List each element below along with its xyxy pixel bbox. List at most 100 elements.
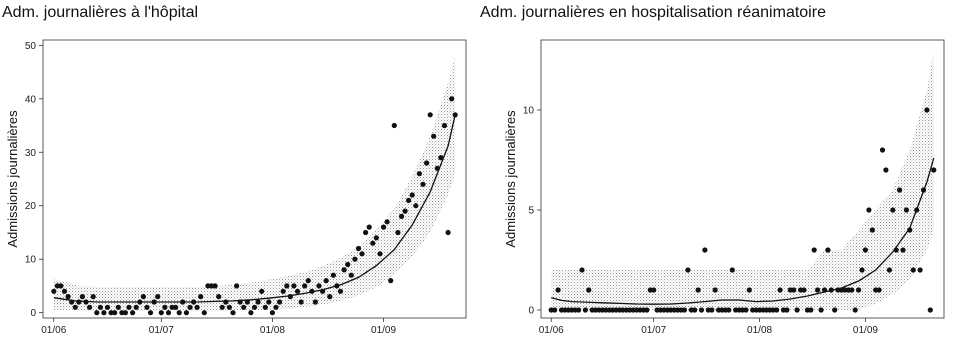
data-point [825, 247, 831, 253]
data-point [927, 307, 933, 313]
chart-panel-icu: Adm. journalières en hospitalisation réa… [478, 0, 955, 345]
data-point [151, 299, 157, 305]
data-point [746, 287, 752, 293]
data-point [112, 310, 118, 316]
data-point [709, 307, 715, 313]
data-point [876, 287, 882, 293]
data-point [452, 112, 458, 118]
data-point [345, 261, 351, 268]
y-tick-label: 5 [528, 206, 534, 217]
data-point [194, 304, 200, 310]
data-point [651, 287, 657, 293]
data-point [907, 227, 913, 233]
data-point [312, 299, 318, 305]
data-point [259, 288, 265, 294]
data-point [434, 165, 440, 171]
chart-title: Adm. journalières en hospitalisation réa… [480, 4, 826, 21]
data-point [237, 299, 243, 305]
data-point [255, 299, 261, 305]
data-point [108, 310, 114, 316]
data-point [198, 294, 204, 300]
data-point [302, 283, 308, 289]
data-point [241, 304, 247, 310]
data-point [316, 283, 322, 289]
data-point [269, 310, 275, 316]
data-point [76, 299, 82, 305]
data-point [162, 304, 168, 310]
data-point [94, 310, 100, 316]
data-point [65, 294, 71, 300]
data-point [309, 288, 315, 294]
data-point [216, 294, 222, 300]
data-point [341, 267, 347, 273]
data-point [191, 299, 197, 305]
data-point [334, 283, 340, 289]
data-point [886, 267, 892, 273]
y-axis-label: Admissions journalières [5, 110, 20, 248]
data-point [388, 278, 394, 284]
data-point [681, 307, 687, 313]
data-point [794, 307, 800, 313]
data-point [173, 304, 179, 310]
data-point [208, 283, 215, 289]
data-point [61, 288, 68, 294]
data-point [291, 283, 297, 289]
data-point [381, 224, 387, 230]
data-point [811, 247, 817, 253]
data-point [266, 299, 272, 305]
data-point [126, 304, 132, 310]
data-point [431, 133, 437, 139]
data-point [219, 304, 225, 310]
data-point [97, 304, 103, 310]
data-point [924, 107, 930, 113]
y-tick-label: 40 [25, 94, 37, 105]
x-tick-label: 01/06 [539, 325, 564, 336]
data-point [931, 167, 937, 173]
confidence-band [551, 50, 934, 310]
data-point [363, 229, 369, 236]
data-point [54, 283, 60, 289]
data-point [774, 307, 780, 313]
data-point [890, 207, 896, 213]
y-tick-label: 30 [25, 148, 37, 159]
data-point [72, 304, 78, 310]
data-point [90, 294, 96, 300]
data-point [579, 267, 585, 273]
data-point [147, 310, 154, 316]
y-tick-label: 20 [25, 201, 37, 212]
data-point [910, 267, 916, 273]
data-point [176, 310, 182, 316]
data-point [262, 304, 268, 310]
data-point [69, 299, 75, 305]
data-point [355, 245, 362, 252]
data-point [920, 187, 927, 193]
y-tick-label: 50 [25, 41, 37, 52]
data-point [791, 287, 797, 293]
data-point [212, 283, 218, 289]
x-tick-label: 01/07 [641, 325, 666, 336]
data-point [377, 251, 383, 257]
data-point [273, 304, 279, 310]
data-point [158, 310, 164, 316]
data-point [685, 267, 691, 273]
data-point [183, 310, 189, 316]
trend-line [551, 157, 935, 305]
data-point [726, 307, 732, 313]
data-point [395, 229, 401, 236]
data-point [866, 207, 872, 213]
data-point [801, 287, 807, 293]
data-point [51, 288, 57, 294]
data-point [702, 247, 708, 253]
data-point [695, 287, 701, 293]
x-tick-label: 01/06 [41, 325, 66, 336]
data-point [305, 278, 311, 284]
data-point [402, 208, 408, 214]
data-point [859, 267, 865, 273]
chart-svg: 0 10 20 30 40 50 01/06 01/07 01/08 01/09 Admission… [5, 39, 467, 336]
data-point [230, 310, 236, 316]
data-point [180, 299, 186, 305]
data-point [144, 304, 150, 310]
data-point [883, 167, 889, 173]
data-point [58, 283, 64, 289]
data-point [201, 310, 207, 316]
